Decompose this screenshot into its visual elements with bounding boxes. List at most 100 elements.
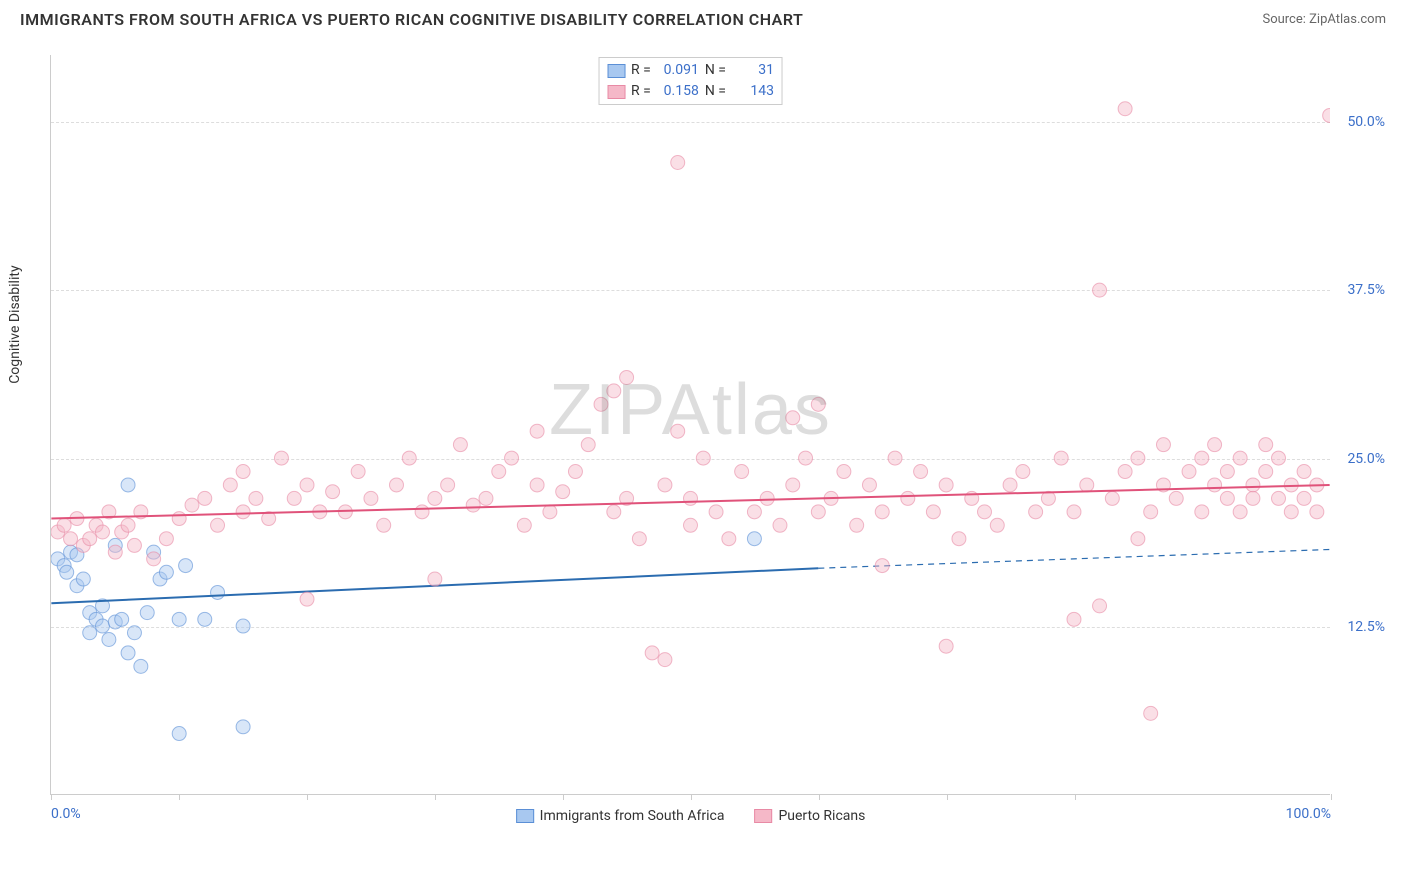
x-tick: [1331, 794, 1332, 800]
data-point: [594, 397, 608, 411]
data-point: [115, 612, 129, 626]
data-point: [875, 559, 889, 573]
data-point: [888, 451, 902, 465]
legend-row-series-b: R = 0.158 N = 143: [607, 81, 774, 102]
data-point: [1144, 706, 1158, 720]
legend-row-series-a: R = 0.091 N = 31: [607, 60, 774, 81]
data-point: [1233, 505, 1247, 519]
data-point: [390, 478, 404, 492]
data-point: [517, 518, 531, 532]
chart-source: Source: ZipAtlas.com: [1262, 12, 1386, 27]
source-name: ZipAtlas.com: [1309, 12, 1386, 27]
data-point: [684, 491, 698, 505]
data-point: [850, 518, 864, 532]
data-point: [211, 518, 225, 532]
data-point: [811, 505, 825, 519]
data-point: [568, 465, 582, 479]
data-point: [64, 532, 78, 546]
data-point: [249, 491, 263, 505]
data-point: [127, 626, 141, 640]
data-point: [287, 491, 301, 505]
data-point: [505, 451, 519, 465]
y-tick-label: 12.5%: [1347, 619, 1385, 635]
legend-label-a: Immigrants from South Africa: [540, 808, 725, 824]
data-point: [159, 532, 173, 546]
scatter-plot-svg: [51, 55, 1330, 794]
data-point: [121, 478, 135, 492]
data-point: [581, 438, 595, 452]
data-point: [172, 727, 186, 741]
data-point: [1105, 491, 1119, 505]
n-value-a: 31: [732, 60, 774, 81]
r-value-a: 0.091: [657, 60, 699, 81]
data-point: [236, 619, 250, 633]
legend-item-puerto-rican: Puerto Ricans: [754, 808, 865, 824]
data-point: [862, 478, 876, 492]
data-point: [1093, 283, 1107, 297]
data-point: [300, 592, 314, 606]
data-point: [134, 659, 148, 673]
data-point: [326, 485, 340, 499]
y-tick-label: 50.0%: [1347, 114, 1385, 130]
data-point: [185, 498, 199, 512]
data-point: [147, 552, 161, 566]
data-point: [1144, 505, 1158, 519]
data-point: [1195, 451, 1209, 465]
data-point: [607, 384, 621, 398]
data-point: [875, 505, 889, 519]
data-point: [121, 518, 135, 532]
data-point: [1118, 102, 1132, 116]
data-point: [300, 478, 314, 492]
x-tick: [51, 794, 52, 800]
data-point: [1323, 108, 1330, 122]
data-point: [428, 491, 442, 505]
data-point: [1041, 491, 1055, 505]
data-point: [658, 478, 672, 492]
r-label: R =: [631, 60, 651, 81]
source-label: Source:: [1262, 12, 1309, 27]
data-point: [96, 619, 110, 633]
n-label: N =: [705, 60, 726, 81]
data-point: [1246, 478, 1260, 492]
r-value-b: 0.158: [657, 81, 699, 102]
data-point: [172, 512, 186, 526]
x-tick: [435, 794, 436, 800]
r-label: R =: [631, 81, 651, 102]
data-point: [1054, 451, 1068, 465]
data-point: [211, 585, 225, 599]
data-point: [735, 465, 749, 479]
data-point: [543, 505, 557, 519]
x-tick-label: 0.0%: [51, 806, 81, 822]
data-point: [223, 478, 237, 492]
data-point: [236, 505, 250, 519]
data-point: [1208, 478, 1222, 492]
x-tick: [179, 794, 180, 800]
swatch-south-africa-icon: [516, 809, 534, 823]
data-point: [773, 518, 787, 532]
data-point: [83, 626, 97, 640]
data-point: [102, 632, 116, 646]
x-tick: [947, 794, 948, 800]
data-point: [159, 565, 173, 579]
data-point: [140, 606, 154, 620]
data-point: [60, 565, 74, 579]
data-point: [1284, 505, 1298, 519]
data-point: [236, 720, 250, 734]
data-point: [939, 478, 953, 492]
data-point: [837, 465, 851, 479]
x-tick-label: 100.0%: [1286, 806, 1331, 822]
data-point: [632, 532, 646, 546]
data-point: [1259, 438, 1273, 452]
legend-item-south-africa: Immigrants from South Africa: [516, 808, 725, 824]
data-point: [198, 491, 212, 505]
x-tick: [819, 794, 820, 800]
trend-line-dashed: [818, 549, 1329, 568]
data-point: [671, 424, 685, 438]
data-point: [453, 438, 467, 452]
data-point: [236, 465, 250, 479]
swatch-south-africa-icon: [607, 64, 625, 78]
data-point: [607, 505, 621, 519]
data-point: [1156, 438, 1170, 452]
y-axis-label: Cognitive Disability: [7, 265, 23, 383]
bottom-legend: Immigrants from South Africa Puerto Rica…: [516, 808, 866, 824]
